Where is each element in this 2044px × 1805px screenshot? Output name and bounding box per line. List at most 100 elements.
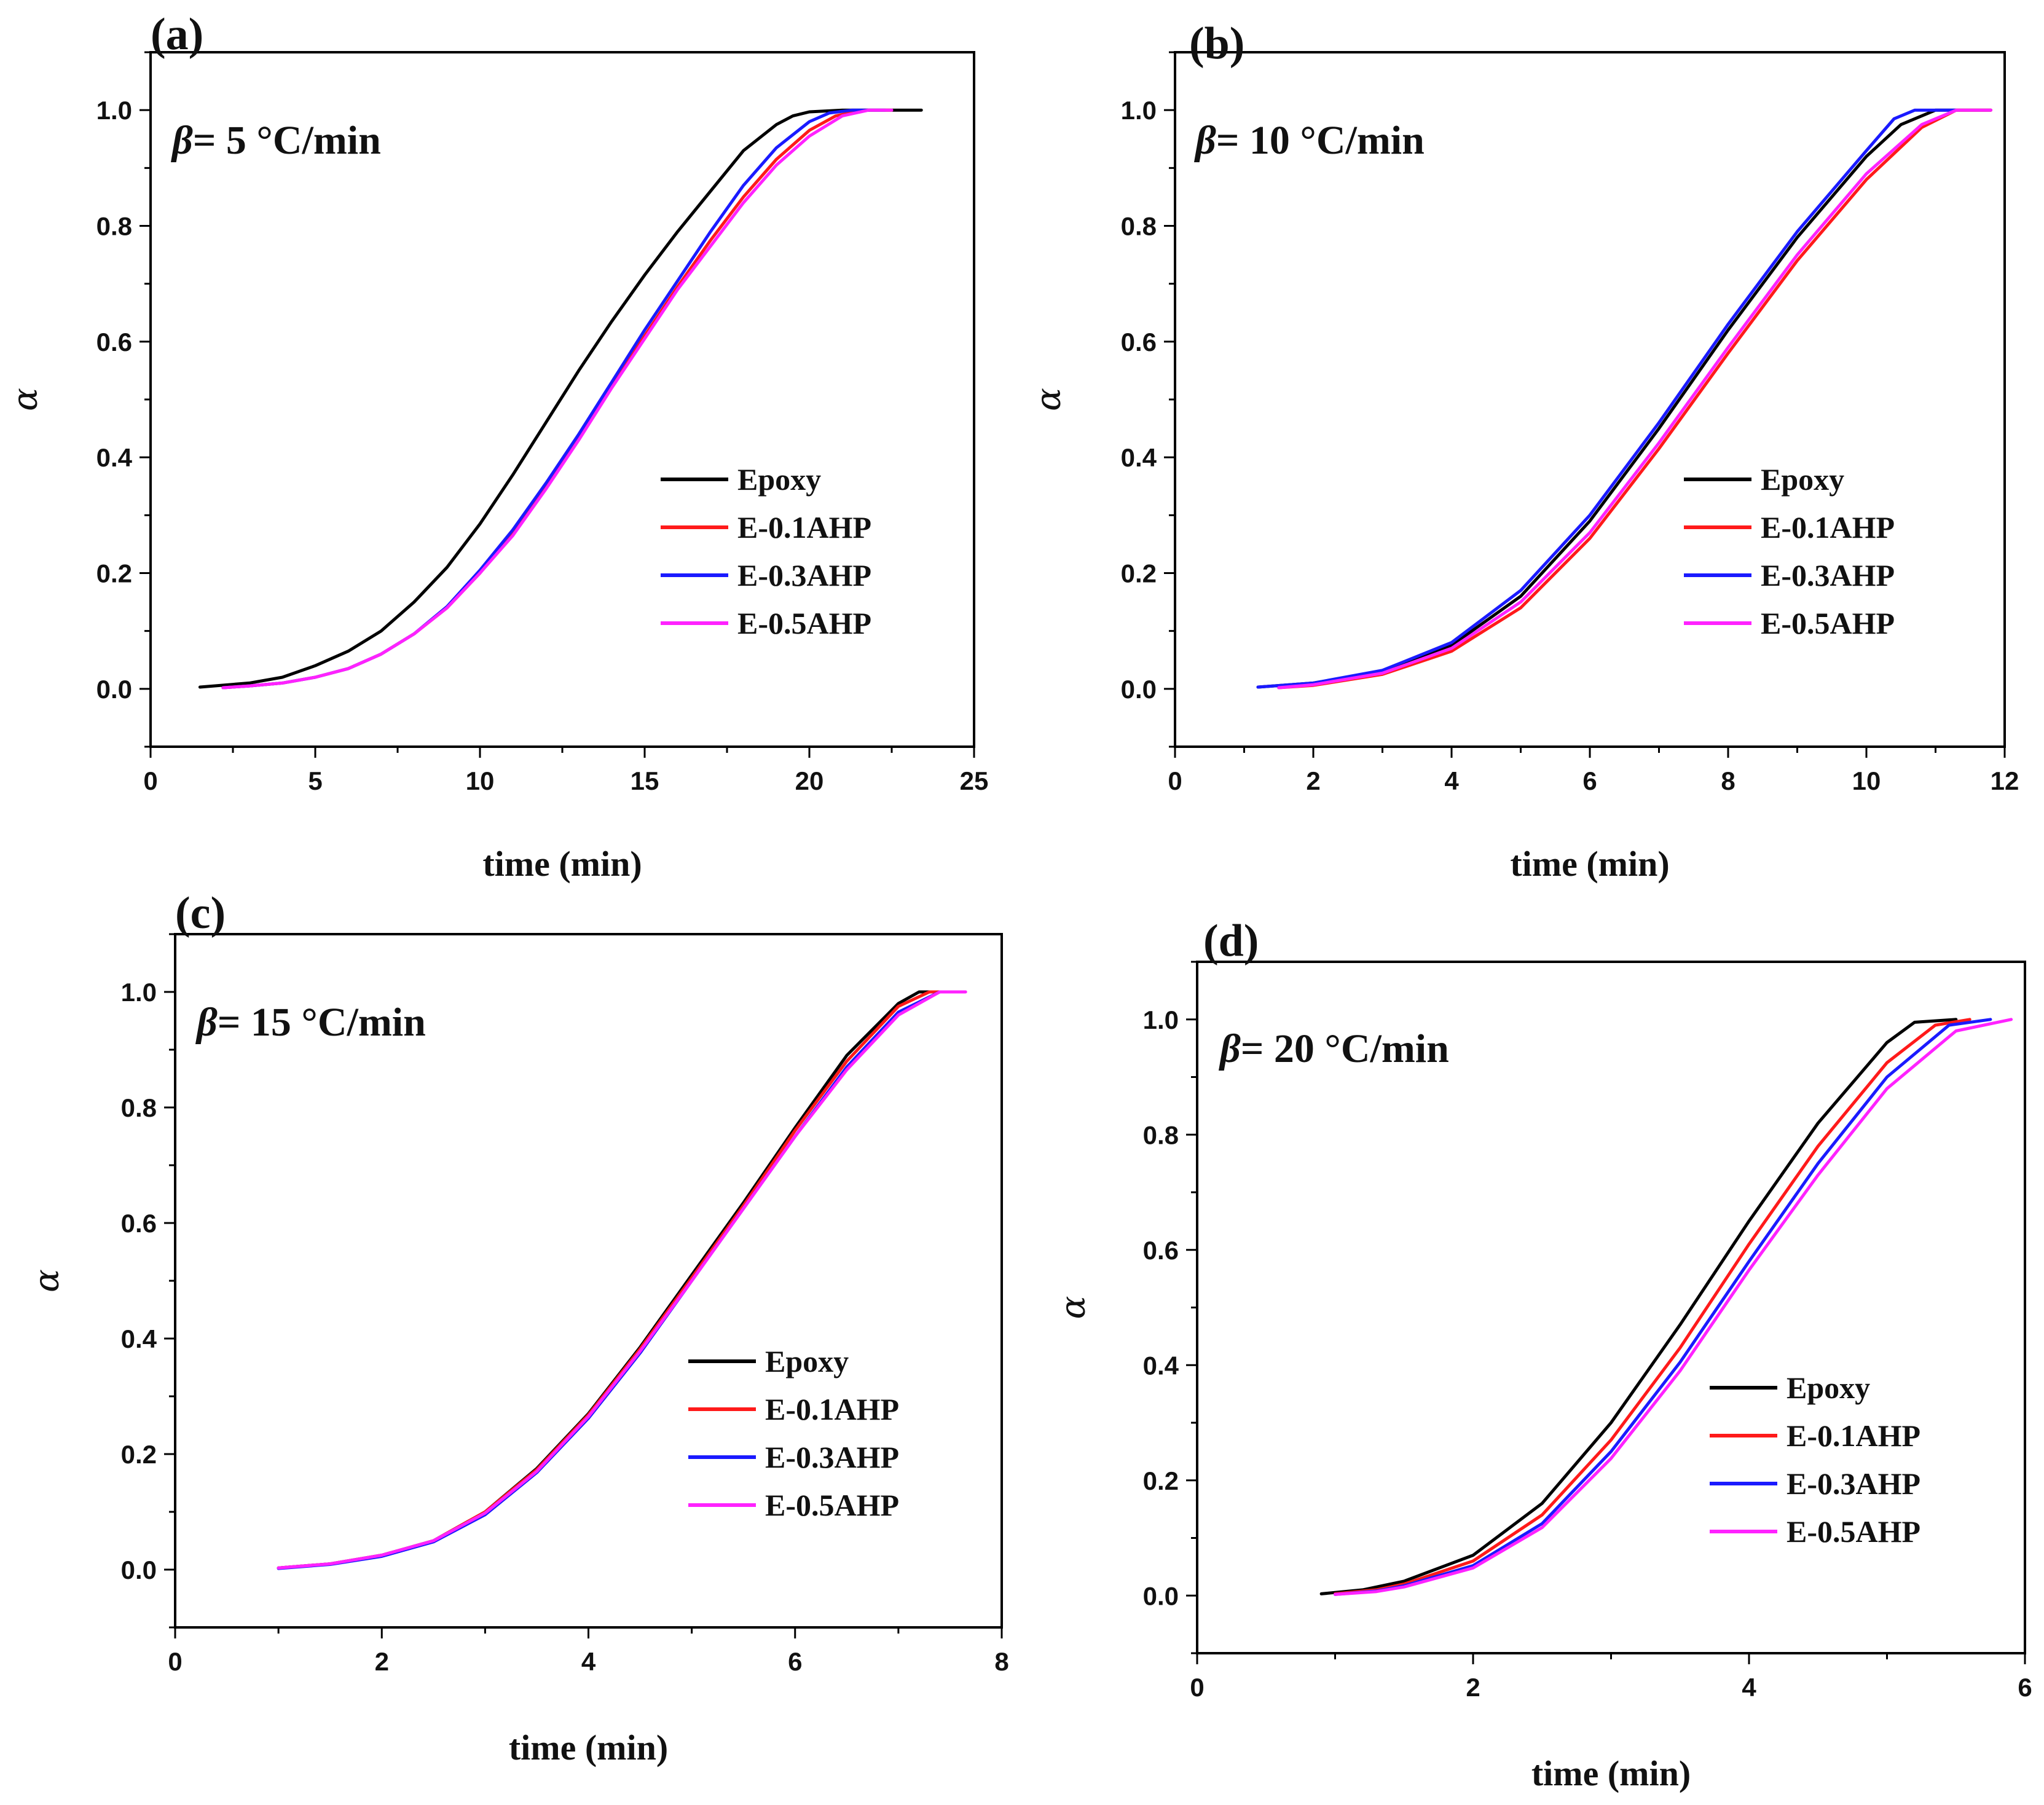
- y-tick-label: 0.2: [1143, 1466, 1179, 1495]
- x-tick-label: 2: [375, 1647, 389, 1676]
- legend-label: E-0.3AHP: [737, 558, 871, 592]
- y-tick-label: 0.2: [96, 559, 132, 588]
- heating-rate-label: β= 5 °C/min: [170, 118, 381, 163]
- x-tick-label: 4: [1742, 1673, 1756, 1702]
- legend-label: E-0.3AHP: [1761, 558, 1895, 592]
- series-line-e-0.1ahp: [277, 990, 962, 1570]
- heating-rate-value: = 10 °C/min: [1216, 118, 1425, 163]
- legend-label: E-0.5AHP: [1761, 606, 1895, 640]
- series-line-e-0.5ahp: [1334, 1018, 2013, 1596]
- series-line-e-0.5ahp: [277, 990, 967, 1570]
- chart-panel-b: 0 2 4 6 8 10 12 0.0 0.2 0.4 0.6 0.8 1.0 Epoxy E-0.1AHP…: [1029, 18, 2019, 884]
- legend-label: E-0.1AHP: [737, 510, 871, 545]
- beta-symbol: β: [1218, 1026, 1241, 1071]
- x-axis-title: time (min): [482, 844, 642, 884]
- y-tick-label: 0.2: [1121, 559, 1157, 588]
- chart-panel-c: 0 2 4 6 8 0.0 0.2 0.4 0.6 0.8 1.0 Epoxy E-0.1AHP E-0.…: [27, 888, 1009, 1768]
- x-axis-title: time (min): [509, 1728, 668, 1768]
- panel-label: (c): [175, 888, 226, 938]
- x-tick-label: 8: [1721, 766, 1735, 795]
- series-line-e-0.5ahp: [221, 108, 894, 690]
- x-tick-label: 0: [1190, 1673, 1204, 1702]
- x-tick-label: 6: [2018, 1673, 2032, 1702]
- heating-rate-value: = 20 °C/min: [1241, 1026, 1449, 1071]
- legend: Epoxy E-0.1AHP E-0.3AHP E-0.5AHP: [1710, 1370, 1920, 1549]
- y-tick-label: 1.0: [96, 96, 132, 125]
- x-tick-label: 15: [631, 766, 659, 795]
- y-tick-label: 0.6: [1121, 328, 1157, 356]
- legend: Epoxy E-0.1AHP E-0.3AHP E-0.5AHP: [661, 462, 871, 640]
- y-tick-label: 0.4: [96, 443, 133, 472]
- y-tick-label: 0.8: [1143, 1120, 1179, 1149]
- x-tick-label: 10: [1852, 766, 1881, 795]
- series-line-e-0.3ahp: [277, 990, 962, 1570]
- y-tick-label: 0.2: [121, 1440, 157, 1469]
- x-axis-title: time (min): [1531, 1753, 1691, 1793]
- panel-label: (d): [1203, 916, 1259, 966]
- y-tick-label: 0.6: [96, 328, 132, 356]
- series-line-e-0.3ahp: [1334, 1018, 1992, 1596]
- heating-rate-label: β= 20 °C/min: [1218, 1026, 1449, 1071]
- legend-label: Epoxy: [1787, 1370, 1870, 1405]
- x-tick-label: 20: [795, 766, 824, 795]
- legend-label: E-0.1AHP: [1787, 1418, 1920, 1453]
- legend-label: Epoxy: [765, 1344, 849, 1378]
- y-axis-title: α: [1029, 388, 1069, 411]
- legend-label: E-0.1AHP: [1761, 510, 1895, 545]
- x-tick-label: 10: [466, 766, 495, 795]
- y-tick-label: 0.6: [121, 1209, 157, 1238]
- y-tick-label: 1.0: [1143, 1005, 1179, 1034]
- x-tick-label: 12: [1991, 766, 2019, 795]
- y-tick-label: 0.4: [1143, 1351, 1179, 1380]
- series-line-e-0.1ahp: [221, 108, 894, 690]
- legend-label: Epoxy: [1761, 462, 1844, 497]
- x-tick-label: 25: [960, 766, 989, 795]
- x-tick-label: 0: [1168, 766, 1182, 795]
- beta-symbol: β: [195, 1000, 218, 1045]
- y-tick-label: 0.8: [96, 212, 132, 241]
- series-line-epoxy: [198, 108, 923, 689]
- x-tick-label: 5: [308, 766, 322, 795]
- beta-symbol: β: [170, 118, 193, 163]
- x-tick-label: 6: [788, 1647, 802, 1676]
- heating-rate-label: β= 15 °C/min: [195, 1000, 426, 1045]
- series-line-epoxy: [1319, 1018, 1958, 1595]
- y-tick-label: 0.0: [1143, 1581, 1179, 1610]
- heating-rate-value: = 5 °C/min: [193, 118, 381, 163]
- legend-label: E-0.5AHP: [1787, 1514, 1920, 1549]
- x-tick-label: 0: [143, 766, 157, 795]
- y-tick-label: 1.0: [1121, 96, 1157, 125]
- legend: Epoxy E-0.1AHP E-0.3AHP E-0.5AHP: [688, 1344, 899, 1522]
- y-tick-label: 0.0: [1121, 675, 1157, 704]
- y-axis-title: α: [6, 388, 45, 411]
- y-tick-label: 0.4: [121, 1324, 157, 1353]
- y-axis-title: α: [27, 1269, 67, 1292]
- y-tick-label: 1.0: [121, 978, 157, 1007]
- series-line-e-0.1ahp: [1277, 108, 1992, 690]
- chart-panel-d: 0 2 4 6 0.0 0.2 0.4 0.6 0.8 1.0 Epoxy E-0.1AHP E-0.3…: [1053, 916, 2032, 1793]
- series-line-e-0.3ahp: [1256, 108, 1958, 689]
- beta-symbol: β: [1193, 118, 1216, 163]
- chart-panel-a: 0 5 10 15 20 25 0.0 0.2 0.4 0.6 0.8 1.0 Epoxy E-0.1AH…: [6, 9, 988, 884]
- x-tick-label: 2: [1466, 1673, 1480, 1702]
- series-line-epoxy: [1256, 108, 1992, 689]
- series-line-epoxy: [277, 990, 962, 1570]
- y-tick-label: 0.0: [121, 1555, 157, 1584]
- legend-label: E-0.3AHP: [1787, 1466, 1920, 1501]
- y-tick-label: 0.6: [1143, 1236, 1179, 1265]
- series-line-e-0.5ahp: [1277, 108, 1992, 690]
- y-axis-title: α: [1053, 1296, 1093, 1319]
- x-tick-label: 8: [994, 1647, 1008, 1676]
- series-line-e-0.3ahp: [221, 108, 887, 690]
- y-tick-label: 0.8: [121, 1093, 157, 1122]
- panel-label: (a): [151, 9, 203, 60]
- series-line-e-0.1ahp: [1334, 1018, 1971, 1595]
- legend-label: E-0.5AHP: [765, 1488, 899, 1522]
- x-tick-label: 2: [1306, 766, 1320, 795]
- panel-label: (b): [1189, 18, 1244, 69]
- x-tick-label: 6: [1582, 766, 1597, 795]
- y-tick-label: 0.8: [1121, 212, 1157, 241]
- x-tick-label: 4: [581, 1647, 596, 1676]
- heating-rate-label: β= 10 °C/min: [1193, 118, 1425, 163]
